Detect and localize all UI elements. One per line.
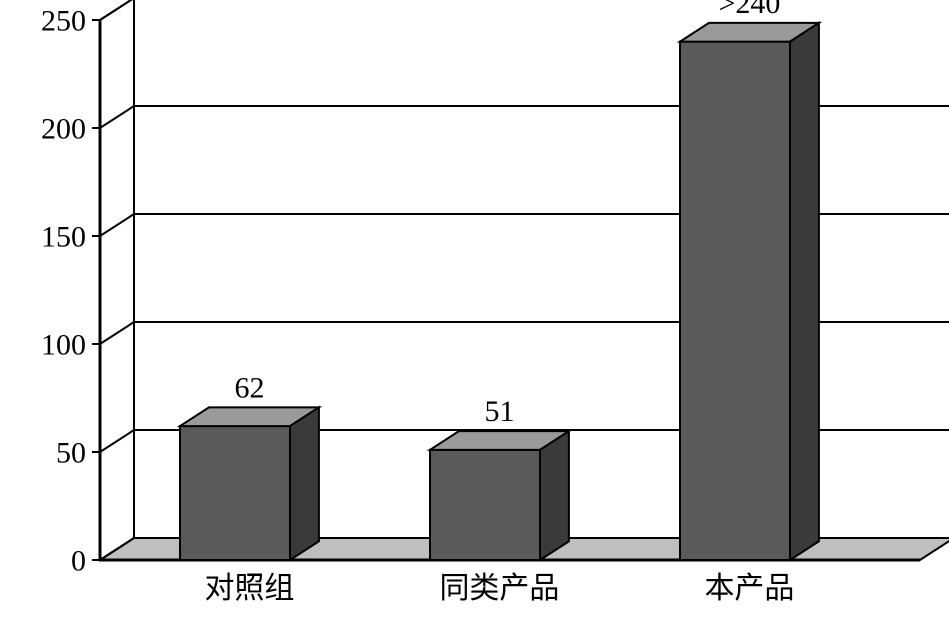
bar-side bbox=[290, 407, 319, 560]
category-label: 对照组 bbox=[204, 572, 294, 605]
bar-chart: 0 50 100 150 200 250 62 对照组 51 同类产品 >240 本产品 bbox=[0, 0, 949, 629]
y-tick-label: 50 bbox=[56, 437, 86, 470]
bar-value-label: 62 bbox=[234, 371, 264, 404]
category-label: 同类产品 bbox=[439, 572, 559, 605]
y-tick-label: 100 bbox=[41, 329, 86, 362]
bar-side bbox=[790, 23, 819, 560]
category-label: 本产品 bbox=[704, 572, 794, 605]
bar-value-label: 51 bbox=[484, 395, 514, 428]
y-tick-label: 200 bbox=[41, 113, 86, 146]
y-tick-label: 0 bbox=[71, 545, 86, 578]
y-tick-label: 250 bbox=[41, 5, 86, 38]
bar-front bbox=[180, 426, 290, 560]
bar-side bbox=[540, 431, 569, 560]
y-tick-label: 150 bbox=[41, 221, 86, 254]
bar-front bbox=[680, 42, 790, 560]
bar-front bbox=[430, 450, 540, 560]
bar-value-label: >240 bbox=[718, 0, 780, 20]
bar-chart-svg: 0 50 100 150 200 250 62 对照组 51 同类产品 >240 本产品 bbox=[0, 0, 949, 629]
